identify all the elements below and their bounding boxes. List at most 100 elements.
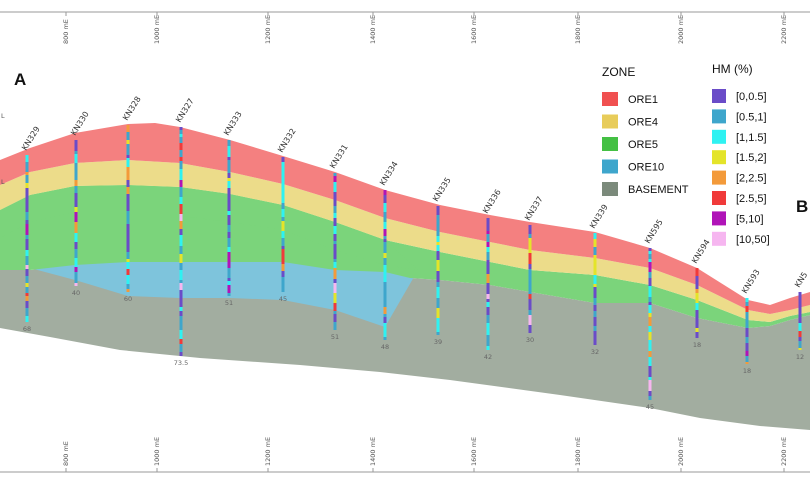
- drillhole-interval: [486, 231, 490, 234]
- drillhole-interval: [745, 362, 749, 364]
- drillhole-interval: [281, 209, 285, 217]
- drillhole-interval: [486, 270, 490, 274]
- drillhole-interval: [126, 125, 130, 132]
- drillhole-interval: [227, 140, 231, 146]
- drillhole-interval: [179, 330, 183, 334]
- drillhole-interval: [281, 255, 285, 264]
- drillhole-interval: [227, 238, 231, 247]
- drillhole-interval: [593, 317, 597, 322]
- drillhole-interval: [648, 272, 652, 278]
- drillhole-interval: [227, 252, 231, 262]
- drillhole-interval: [648, 377, 652, 380]
- drillhole-interval: [281, 271, 285, 277]
- drillhole-interval: [179, 197, 183, 204]
- drillhole-interval: [648, 302, 652, 305]
- drillhole-interval: [126, 289, 130, 292]
- drillhole-interval: [383, 195, 387, 203]
- drillhole-interval: [695, 293, 699, 303]
- bottom-axis-tick-label: 2200 mE: [780, 437, 788, 466]
- zone-legend-label: ORE1: [628, 94, 658, 106]
- drillhole-interval: [281, 217, 285, 221]
- drillhole-interval: [436, 245, 440, 251]
- drillhole-interval: [383, 212, 387, 215]
- drillhole-interval: [333, 199, 337, 206]
- drillhole-interval: [227, 157, 231, 160]
- drillhole-interval: [74, 283, 78, 286]
- drillhole-interval: [126, 155, 130, 158]
- drillhole-interval: [648, 278, 652, 286]
- drillhole-interval: [593, 275, 597, 284]
- drillhole-interval: [436, 224, 440, 233]
- top-axis-tick-label: 1000 mE: [153, 15, 161, 44]
- drillhole-interval: [593, 239, 597, 247]
- drillhole-interval: [179, 311, 183, 316]
- drillhole-interval: [227, 178, 231, 181]
- bottom-axis-tick-label: 2000 mE: [677, 437, 685, 466]
- drillhole-interval: [486, 302, 490, 307]
- hm-legend-label: [1.5,2]: [736, 152, 767, 164]
- bottom-axis-tick-label: 1600 mE: [470, 437, 478, 466]
- drillhole-interval: [126, 238, 130, 246]
- hm-legend-swatch: [712, 89, 726, 103]
- drillhole-interval: [281, 183, 285, 188]
- drillhole-interval: [281, 173, 285, 183]
- drillhole-interval: [333, 213, 337, 218]
- top-axis-tick-label: 800 mE: [62, 19, 70, 44]
- drillhole-interval: [179, 327, 183, 330]
- drillhole-interval: [227, 285, 231, 293]
- drillhole-name: KN328: [121, 95, 143, 122]
- drillhole-interval: [179, 290, 183, 298]
- drillhole-interval: [74, 222, 78, 233]
- drillhole-interval: [126, 252, 130, 259]
- hm-legend-label: [10,50]: [736, 234, 770, 246]
- drillhole-interval: [333, 322, 337, 330]
- drillhole-interval: [333, 262, 337, 268]
- drillhole-interval: [126, 140, 130, 144]
- drillhole-interval: [74, 163, 78, 174]
- zone-legend-label: ORE4: [628, 117, 658, 129]
- zone-ore1-area: [0, 123, 810, 314]
- drillhole-interval: [528, 234, 532, 238]
- drillhole-depth: 32: [591, 348, 599, 356]
- hm-legend-label: [5,10]: [736, 213, 764, 225]
- drillhole-interval: [74, 140, 78, 144]
- drillhole-interval: [179, 127, 183, 130]
- drillhole-interval: [25, 155, 29, 162]
- drillhole-interval: [333, 226, 337, 234]
- top-axis-tick-label: 1600 mE: [470, 15, 478, 44]
- drillhole-interval: [593, 322, 597, 326]
- drillhole-depth: 45: [279, 295, 287, 303]
- drillhole-interval: [383, 253, 387, 258]
- hm-legend-label: [0.5,1]: [736, 111, 767, 123]
- drillhole-interval: [126, 284, 130, 289]
- drillhole-interval: [179, 344, 183, 352]
- drillhole-interval: [593, 311, 597, 317]
- drillhole-interval: [695, 319, 699, 328]
- drillhole-interval: [25, 283, 29, 287]
- drillhole-interval: [333, 268, 337, 279]
- drillhole-interval: [436, 215, 440, 221]
- drillhole-interval: [486, 218, 490, 224]
- drillhole-interval: [436, 326, 440, 332]
- drillhole-interval: [648, 251, 652, 254]
- drillhole-interval: [281, 188, 285, 192]
- drillhole-interval: [74, 258, 78, 267]
- drillhole-interval: [126, 204, 130, 211]
- drillhole-interval: [25, 301, 29, 308]
- drillhole-interval: [25, 250, 29, 256]
- drillhole-depth: 12: [796, 353, 804, 361]
- drillhole-interval: [528, 278, 532, 288]
- hm-legend-swatch: [712, 129, 726, 144]
- zone-legend-swatch: [602, 92, 618, 106]
- drillhole-interval: [179, 187, 183, 197]
- drillhole-interval: [74, 275, 78, 283]
- drillhole-interval: [333, 192, 337, 199]
- drillhole-interval: [745, 333, 749, 337]
- drillhole-interval: [281, 231, 285, 238]
- drillhole-interval: [179, 169, 183, 180]
- drillhole-interval: [528, 225, 532, 234]
- drillhole-interval: [25, 172, 29, 175]
- drillhole-depth: 40: [72, 289, 80, 297]
- drillhole-interval: [436, 260, 440, 271]
